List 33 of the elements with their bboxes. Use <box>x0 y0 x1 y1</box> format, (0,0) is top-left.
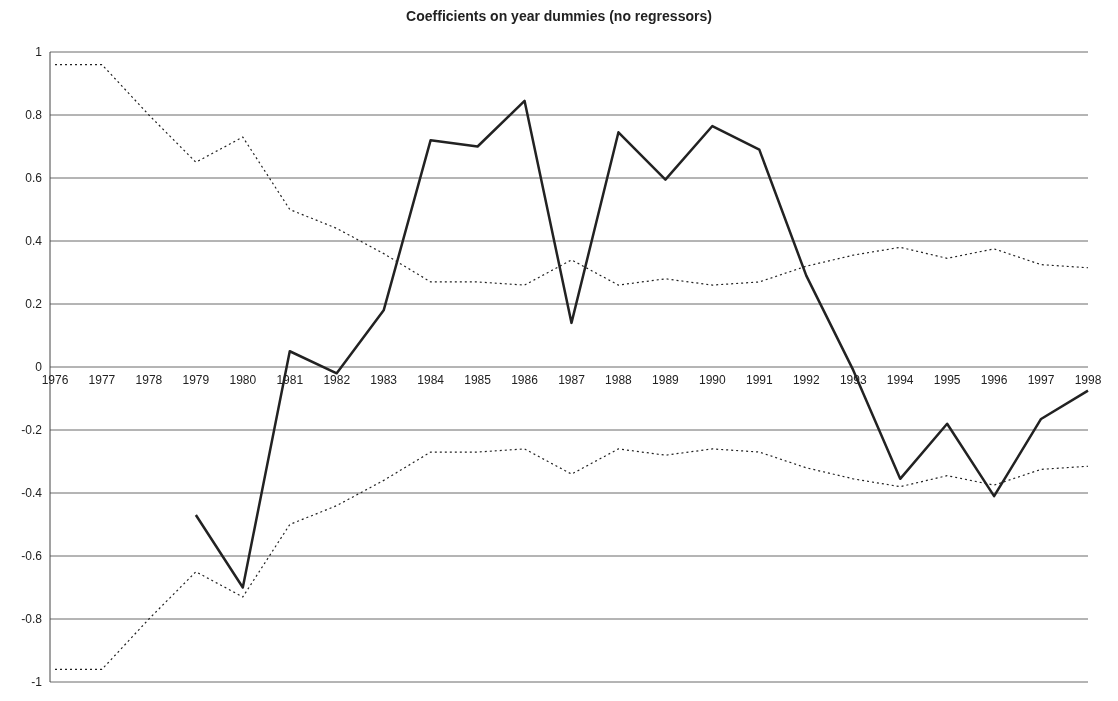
x-tick-label: 1980 <box>229 373 257 387</box>
y-tick-label: 0 <box>35 360 43 375</box>
x-tick-label: 1983 <box>370 373 398 387</box>
y-tick-label: -0.4 <box>21 486 43 501</box>
y-tick-label: -0.6 <box>21 549 43 564</box>
y-tick-label: 0.2 <box>25 297 43 312</box>
x-tick-label: 1998 <box>1074 373 1102 387</box>
x-tick-label: 1994 <box>886 373 914 387</box>
x-tick-label: 1991 <box>745 373 773 387</box>
x-tick-label: 1985 <box>464 373 492 387</box>
y-tick-label: 1 <box>35 45 43 60</box>
x-tick-label: 1988 <box>605 373 633 387</box>
x-tick-label: 1977 <box>88 373 116 387</box>
x-tick-label: 1992 <box>792 373 820 387</box>
x-tick-label: 1978 <box>135 373 163 387</box>
y-tick-label: -1 <box>31 675 43 690</box>
x-tick-label: 1976 <box>41 373 69 387</box>
x-tick-label: 1984 <box>417 373 445 387</box>
x-tick-label: 1995 <box>933 373 961 387</box>
x-tick-label: 1979 <box>182 373 210 387</box>
x-tick-label: 1987 <box>558 373 586 387</box>
y-tick-label: -0.8 <box>21 612 43 627</box>
y-tick-label: 0.6 <box>25 171 43 186</box>
x-tick-label: 1989 <box>652 373 680 387</box>
y-tick-label: -0.2 <box>21 423 43 438</box>
x-tick-label: 1986 <box>511 373 539 387</box>
x-tick-label: 1982 <box>323 373 351 387</box>
x-tick-label: 1997 <box>1027 373 1055 387</box>
x-tick-label: 1990 <box>699 373 727 387</box>
chart-title: Coefficients on year dummies (no regressors) <box>405 8 713 24</box>
y-tick-label: 0.4 <box>25 234 43 249</box>
x-tick-label: 1996 <box>980 373 1008 387</box>
y-tick-label: 0.8 <box>25 108 43 123</box>
